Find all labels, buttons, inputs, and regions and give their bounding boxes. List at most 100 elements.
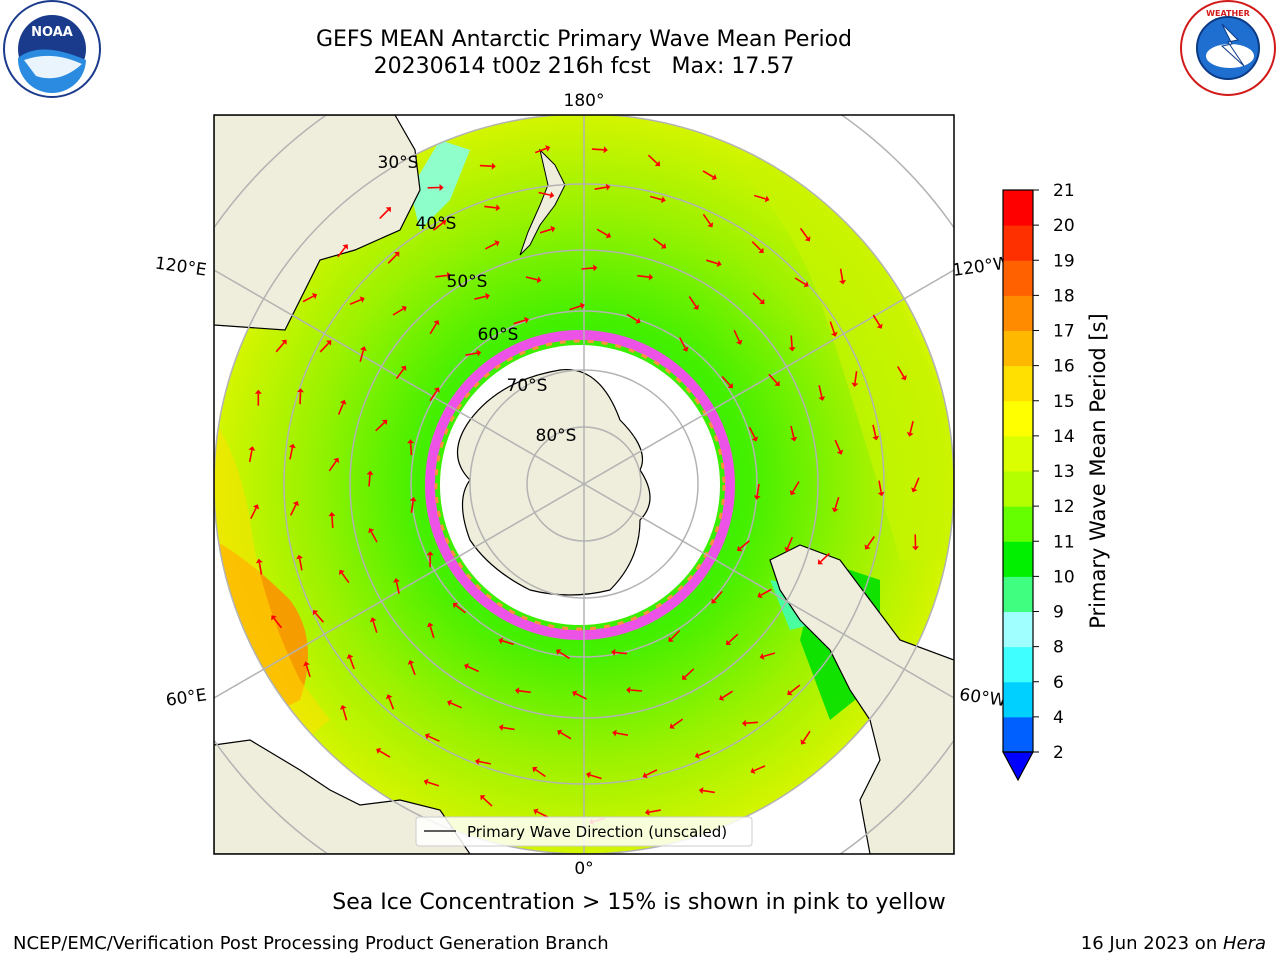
wave-arrow: [649, 195, 663, 201]
nws-logo: WEATHER: [1180, 0, 1276, 96]
wave-arrow: [670, 629, 681, 640]
colorbar-tick-label: 12: [1053, 497, 1075, 517]
wave-arrow: [866, 536, 875, 547]
wave-arrow: [409, 443, 413, 456]
wave-arrow: [789, 684, 801, 694]
wave-arrow-head: [401, 305, 407, 312]
wave-arrow: [702, 789, 715, 794]
wave-arrow-head: [491, 162, 496, 170]
wave-arrow-head: [433, 320, 440, 326]
wave-arrow-head: [757, 592, 763, 599]
wave-arrow: [465, 352, 478, 356]
wave-arrow: [751, 241, 762, 251]
wave-arrow-head: [750, 767, 756, 774]
wave-arrow-head: [711, 598, 717, 604]
wave-arrow-head: [312, 610, 319, 616]
lat-label-40s: 40°S: [416, 214, 457, 234]
wave-arrow: [484, 242, 497, 250]
wave-arrow: [839, 268, 844, 281]
colorbar-segment: [1003, 330, 1033, 367]
wave-arrow: [539, 228, 552, 234]
wave-arrow-head: [423, 778, 429, 786]
wave-arrow: [429, 390, 438, 402]
wave-arrow-head: [682, 346, 689, 352]
wave-arrow: [792, 481, 800, 493]
wave-arrow: [733, 329, 740, 342]
wave-arrow-head: [385, 694, 393, 700]
wave-arrow: [484, 205, 497, 209]
wave-arrow: [299, 392, 302, 405]
wave-arrow: [637, 274, 650, 278]
wave-arrow: [536, 810, 549, 818]
wave-arrow: [575, 692, 587, 700]
wave-arrow: [702, 170, 714, 178]
wave-arrow: [706, 259, 718, 265]
wave-arrow-head: [464, 663, 470, 670]
wave-arrow-head: [660, 243, 667, 249]
lon-label-120e: 120°E: [154, 254, 208, 281]
wave-arrow-head: [281, 339, 287, 345]
footer-credit: NCEP/EMC/Verification Post Processing Pr…: [13, 933, 609, 954]
wave-arrow-head: [694, 752, 700, 759]
wave-arrow-head: [328, 512, 336, 517]
wave-arrow-head: [900, 375, 907, 381]
wave-arrow-head: [495, 204, 501, 212]
wave-arrow: [591, 148, 604, 151]
wave-arrow-head: [433, 387, 440, 393]
wave-arrow: [790, 425, 795, 438]
wave-arrow: [872, 314, 881, 326]
colorbar-segment: [1003, 190, 1033, 226]
wave-arrow-head: [586, 771, 591, 779]
wave-arrow: [379, 750, 391, 758]
lon-label-180: 180°: [564, 91, 605, 111]
wave-arrow: [379, 209, 389, 220]
wave-arrow: [909, 421, 914, 433]
colorbar-tick-label: 17: [1053, 322, 1075, 342]
wave-arrow-head: [693, 304, 699, 310]
wave-arrow: [786, 536, 794, 549]
wave-arrow-head: [514, 687, 520, 695]
wave-arrow: [756, 483, 760, 497]
wave-arrow-head: [669, 723, 675, 729]
wave-arrow-head: [339, 705, 347, 710]
wave-arrow: [569, 305, 582, 311]
wave-arrow-head: [603, 146, 608, 154]
wave-arrow-head: [784, 546, 791, 552]
wave-arrow: [872, 424, 877, 437]
colorbar-tick-label: 11: [1053, 532, 1075, 552]
wave-arrow: [645, 769, 658, 776]
wave-arrow-head: [654, 160, 661, 167]
wave-arrow-head: [727, 383, 733, 389]
wave-arrow: [878, 480, 882, 493]
wave-arrow-head: [645, 808, 650, 816]
wave-arrow-head: [803, 281, 809, 288]
wave-arrow-head: [311, 293, 318, 300]
wave-arrow: [435, 274, 448, 278]
wave-arrow-head: [737, 545, 743, 552]
wave-arrow-head: [409, 497, 417, 502]
caption-text: Sea Ice Concentration > 15% is shown in …: [332, 890, 946, 915]
wave-arrow-head: [446, 271, 452, 279]
wave-arrow: [248, 449, 253, 463]
wave-arrow: [428, 735, 440, 742]
wave-arrow: [745, 721, 758, 724]
wave-arrow-head: [480, 795, 486, 801]
wave-arrow-head: [668, 636, 674, 642]
wave-arrow-head: [642, 772, 648, 779]
wave-arrow-head: [759, 298, 765, 305]
wave-arrow: [388, 697, 395, 710]
wave-arrow-head: [736, 339, 743, 345]
wave-arrow-head: [726, 639, 732, 645]
wave-arrow-head: [369, 617, 377, 623]
wave-arrow-head: [545, 145, 551, 152]
wave-arrow: [250, 507, 257, 520]
wave-arrow: [560, 731, 572, 740]
wave-arrow-head: [426, 622, 434, 628]
wave-arrow: [728, 633, 739, 643]
wave-arrow-head: [605, 232, 611, 239]
wave-arrow-head: [549, 191, 555, 199]
wave-arrow: [834, 496, 840, 509]
colorbar-segment: [1003, 400, 1033, 437]
lat-label-30s: 30°S: [378, 153, 419, 173]
wave-arrow-head: [476, 349, 482, 357]
